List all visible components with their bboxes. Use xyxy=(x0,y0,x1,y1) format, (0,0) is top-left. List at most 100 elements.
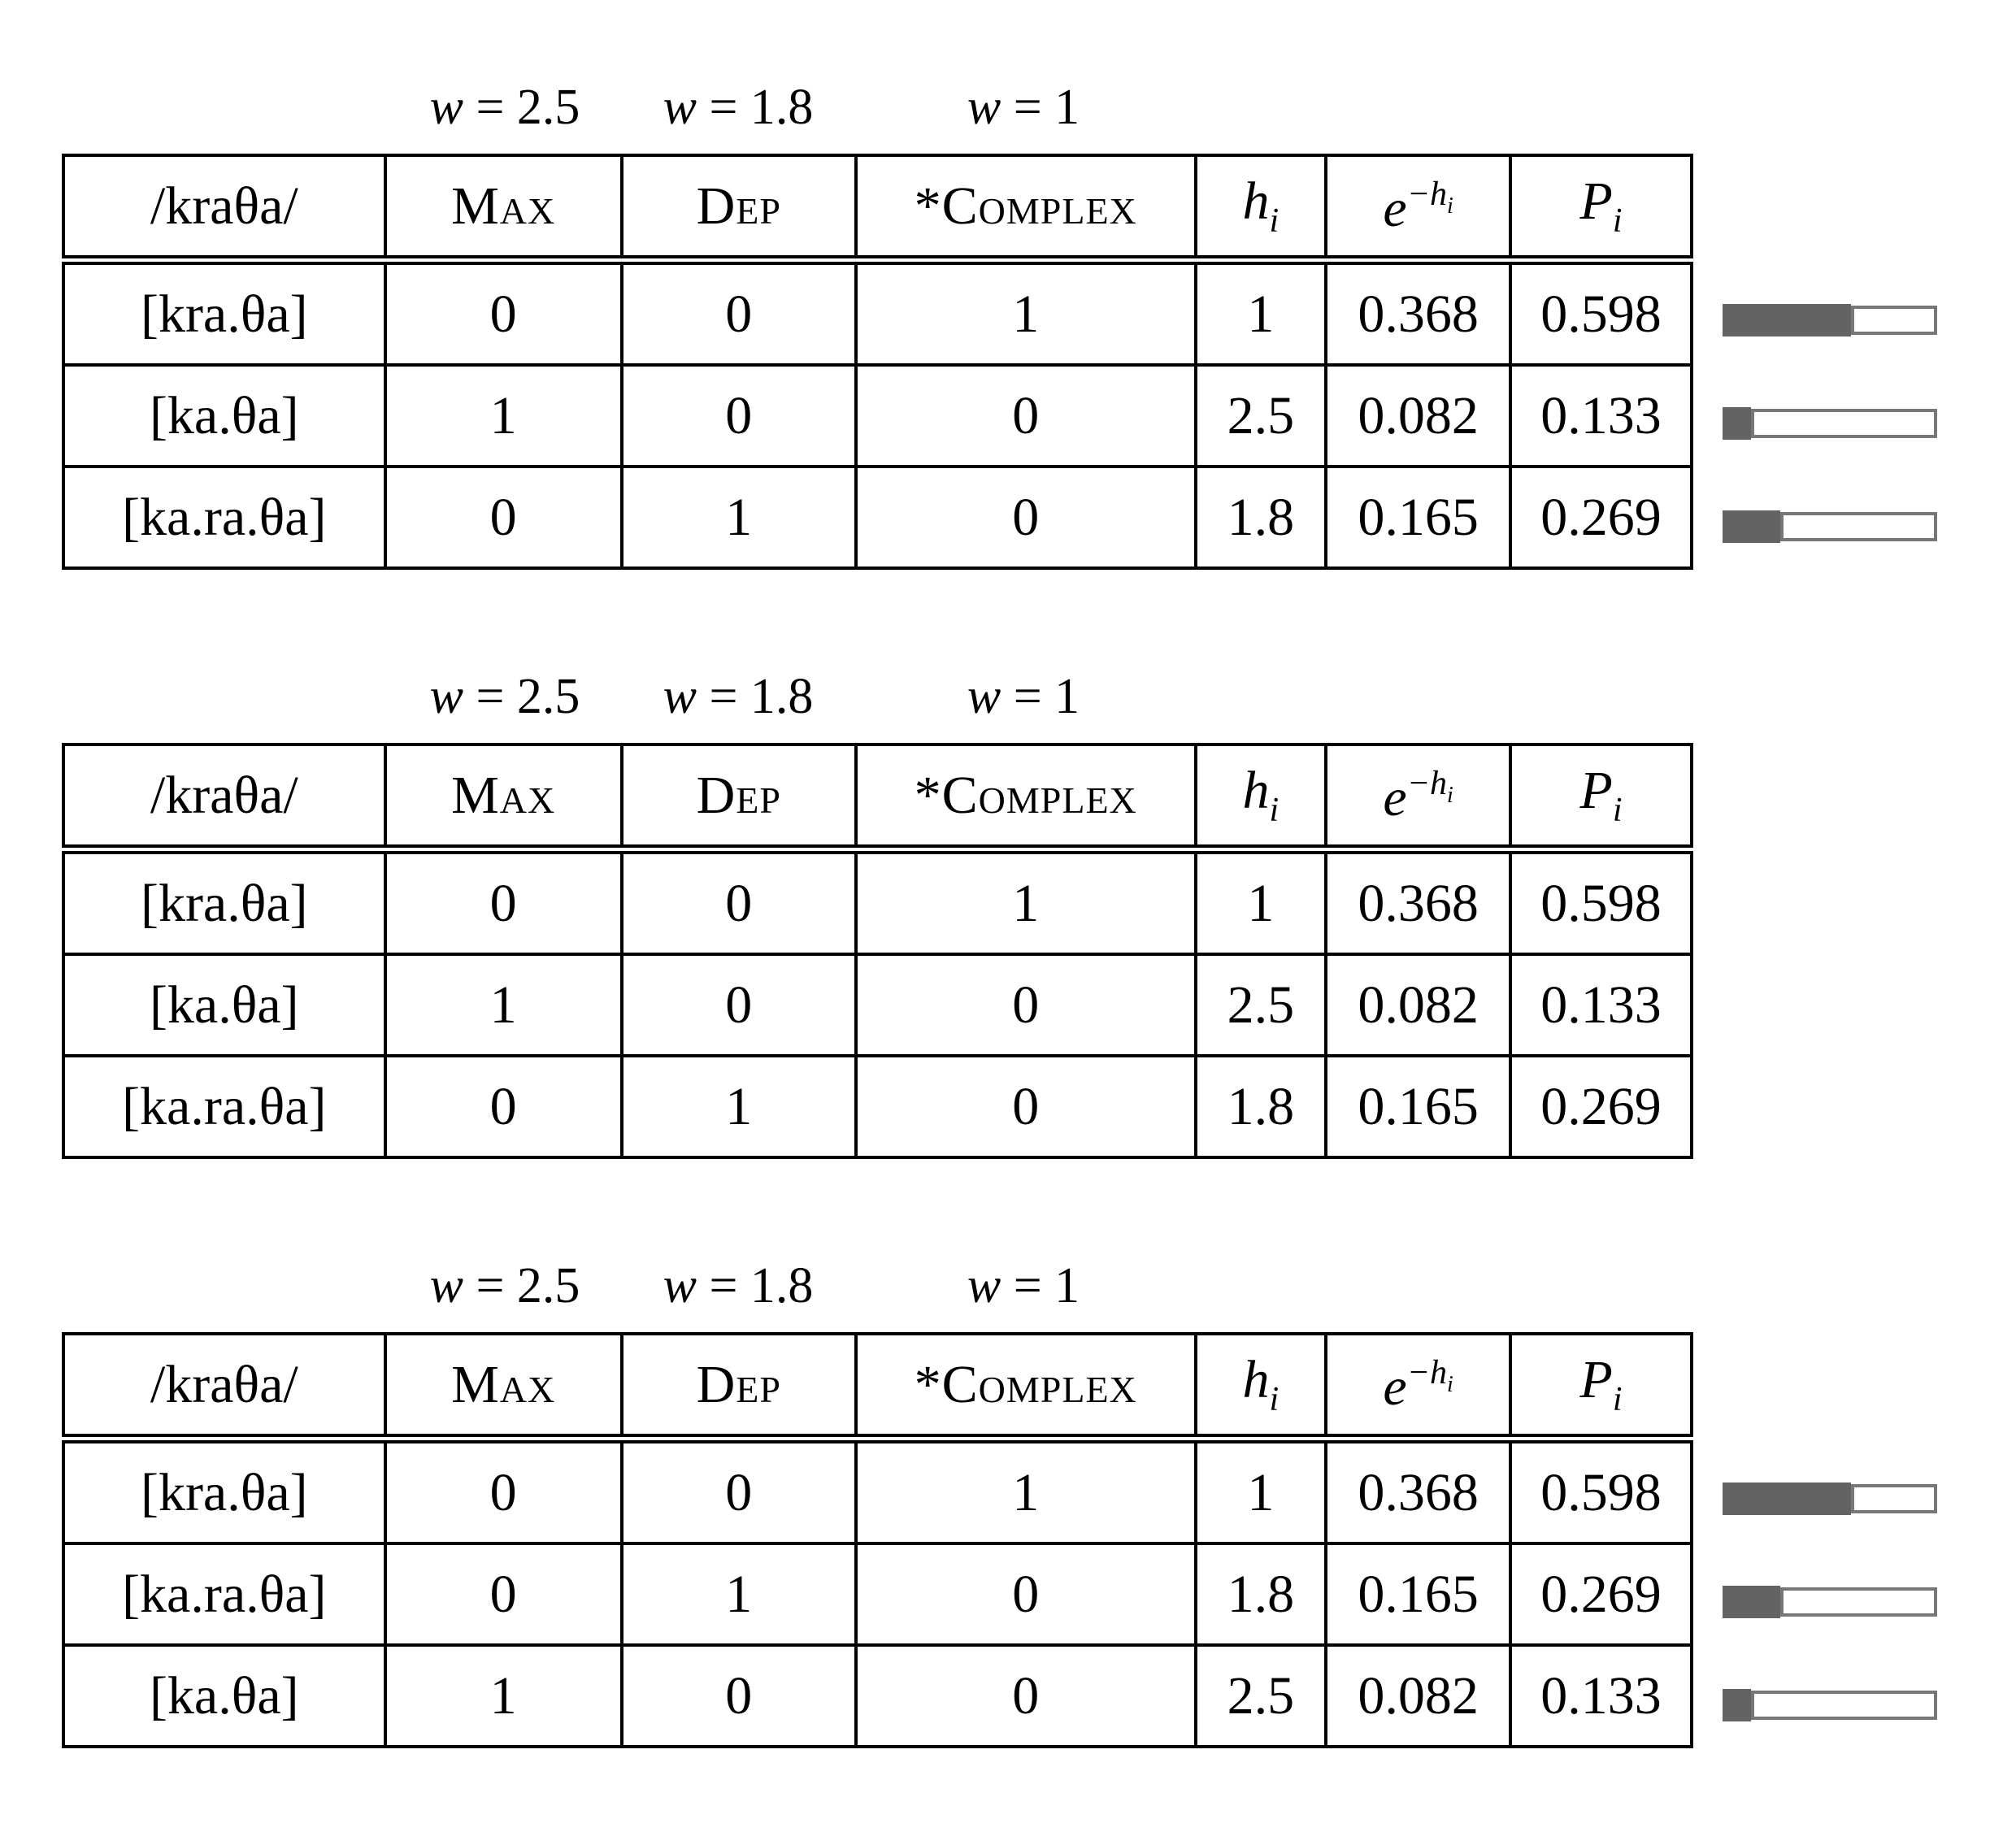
probability-bar-remainder xyxy=(1751,409,1937,438)
weight-label-max: w = 2.5 xyxy=(429,1258,580,1313)
weight-label-max: w = 2.5 xyxy=(429,669,580,724)
candidate-cell: [ka.θa] xyxy=(62,363,387,468)
harmony-header: hi xyxy=(1193,1332,1328,1443)
candidate-row: [ka.θa] 1 0 0 2.5 0.082 0.133 xyxy=(62,363,1693,468)
probability-cell: 0.133 xyxy=(1509,363,1693,468)
exp-harmony-cell: 0.165 xyxy=(1324,1542,1513,1647)
exp-harmony-cell: 0.368 xyxy=(1324,258,1513,367)
exp-harmony-header: e−hi xyxy=(1324,154,1513,265)
probability-bar-remainder xyxy=(1850,306,1937,335)
constraint-complex-header: *Complex xyxy=(854,154,1197,265)
tableau-table: /kraθa/ Max Dep *Complex hi e−hi Pi [kra… xyxy=(62,1332,1693,1748)
input-cell: /kraθa/ xyxy=(62,743,387,854)
exp-harmony-cell: 0.165 xyxy=(1324,465,1513,570)
violation-cell: 0 xyxy=(383,1054,623,1159)
probability-bar-remainder xyxy=(1780,1587,1937,1617)
harmony-cell: 1 xyxy=(1193,258,1328,367)
constraint-dep-header: Dep xyxy=(619,154,858,265)
violation-cell: 1 xyxy=(383,953,623,1057)
harmony-cell: 2.5 xyxy=(1193,363,1328,468)
weight-label-max: w = 2.5 xyxy=(429,80,580,135)
constraint-complex-header: *Complex xyxy=(854,743,1197,854)
probability-bar xyxy=(1723,1586,1937,1618)
violation-cell: 1 xyxy=(383,363,623,468)
probability-cell: 0.598 xyxy=(1509,1437,1693,1545)
probability-bar-fill xyxy=(1723,304,1851,336)
weight-labels-row: w = 2.5 w = 1.8 w = 1 xyxy=(62,1256,1693,1332)
header-row: /kraθa/ Max Dep *Complex hi e−hi Pi xyxy=(62,1332,1693,1443)
harmony-header: hi xyxy=(1193,154,1328,265)
constraint-max-header: Max xyxy=(383,1332,623,1443)
violation-cell: 1 xyxy=(383,1643,623,1748)
probability-cell: 0.269 xyxy=(1509,1054,1693,1159)
candidate-row: [kra.θa] 0 0 1 1 0.368 0.598 xyxy=(62,258,1693,367)
violation-cell: 0 xyxy=(619,848,858,956)
constraint-dep-header: Dep xyxy=(619,1332,858,1443)
constraint-max-header: Max xyxy=(383,154,623,265)
header-row: /kraθa/ Max Dep *Complex hi e−hi Pi xyxy=(62,743,1693,854)
probability-header: Pi xyxy=(1509,1332,1693,1443)
candidate-cell: [ka.θa] xyxy=(62,1643,387,1748)
constraint-dep-header: Dep xyxy=(619,743,858,854)
probability-bar xyxy=(1723,1689,1937,1721)
candidate-row: [ka.ra.θa] 0 1 0 1.8 0.165 0.269 xyxy=(62,1054,1693,1159)
probability-bar-fill xyxy=(1723,1689,1752,1721)
violation-cell: 0 xyxy=(383,848,623,956)
probability-cell: 0.269 xyxy=(1509,1542,1693,1647)
violation-cell: 0 xyxy=(383,258,623,367)
candidate-row: [ka.θa] 1 0 0 2.5 0.082 0.133 xyxy=(62,1643,1693,1748)
probability-bar-fill xyxy=(1723,510,1781,543)
candidate-row: [ka.ra.θa] 0 1 0 1.8 0.165 0.269 xyxy=(62,465,1693,570)
tableau-block-1: w = 2.5 w = 1.8 w = 1 /kraθa/ Max Dep *C… xyxy=(62,77,1964,666)
header-row: /kraθa/ Max Dep *Complex hi e−hi Pi xyxy=(62,154,1693,265)
violation-cell: 1 xyxy=(854,1437,1197,1545)
violation-cell: 0 xyxy=(619,258,858,367)
harmony-cell: 1.8 xyxy=(1193,465,1328,570)
probability-header: Pi xyxy=(1509,743,1693,854)
exp-harmony-cell: 0.082 xyxy=(1324,363,1513,468)
exp-harmony-cell: 0.082 xyxy=(1324,953,1513,1057)
harmony-header: hi xyxy=(1193,743,1328,854)
probability-bar xyxy=(1723,510,1937,543)
violation-cell: 0 xyxy=(854,1542,1197,1647)
candidate-cell: [kra.θa] xyxy=(62,1437,387,1545)
probability-cell: 0.133 xyxy=(1509,953,1693,1057)
tableau-block-3: w = 2.5 w = 1.8 w = 1 /kraθa/ Max Dep *C… xyxy=(62,1256,1964,1845)
candidate-row: [ka.ra.θa] 0 1 0 1.8 0.165 0.269 xyxy=(62,1542,1693,1647)
harmony-cell: 1 xyxy=(1193,1437,1328,1545)
violation-cell: 0 xyxy=(383,465,623,570)
harmony-cell: 1.8 xyxy=(1193,1054,1328,1159)
violation-cell: 0 xyxy=(854,1054,1197,1159)
violation-cell: 0 xyxy=(619,953,858,1057)
candidate-cell: [ka.ra.θa] xyxy=(62,465,387,570)
violation-cell: 0 xyxy=(619,1643,858,1748)
harmony-cell: 1 xyxy=(1193,848,1328,956)
weight-labels-row: w = 2.5 w = 1.8 w = 1 xyxy=(62,77,1693,154)
probability-bar-fill xyxy=(1723,407,1752,440)
violation-cell: 0 xyxy=(383,1542,623,1647)
probability-bar xyxy=(1723,304,1937,336)
input-cell: /kraθa/ xyxy=(62,154,387,265)
weight-labels-row: w = 2.5 w = 1.8 w = 1 xyxy=(62,666,1693,743)
violation-cell: 0 xyxy=(383,1437,623,1545)
violation-cell: 0 xyxy=(619,1437,858,1545)
violation-cell: 1 xyxy=(854,258,1197,367)
candidate-cell: [ka.ra.θa] xyxy=(62,1054,387,1159)
probability-bar xyxy=(1723,407,1937,440)
violation-cell: 0 xyxy=(619,363,858,468)
exp-harmony-cell: 0.082 xyxy=(1324,1643,1513,1748)
harmony-cell: 1.8 xyxy=(1193,1542,1328,1647)
violation-cell: 1 xyxy=(854,848,1197,956)
tableau-table: /kraθa/ Max Dep *Complex hi e−hi Pi [kra… xyxy=(62,743,1693,1159)
probability-bar xyxy=(1723,1483,1937,1515)
violation-cell: 0 xyxy=(854,953,1197,1057)
exp-harmony-cell: 0.368 xyxy=(1324,1437,1513,1545)
exp-harmony-cell: 0.368 xyxy=(1324,848,1513,956)
probability-cell: 0.133 xyxy=(1509,1643,1693,1748)
weight-label-dep: w = 1.8 xyxy=(663,669,814,724)
constraint-max-header: Max xyxy=(383,743,623,854)
weight-label-dep: w = 1.8 xyxy=(663,1258,814,1313)
tableau-block-2: w = 2.5 w = 1.8 w = 1 /kraθa/ Max Dep *C… xyxy=(62,666,1964,1256)
violation-cell: 1 xyxy=(619,465,858,570)
candidate-row: [kra.θa] 0 0 1 1 0.368 0.598 xyxy=(62,1437,1693,1545)
